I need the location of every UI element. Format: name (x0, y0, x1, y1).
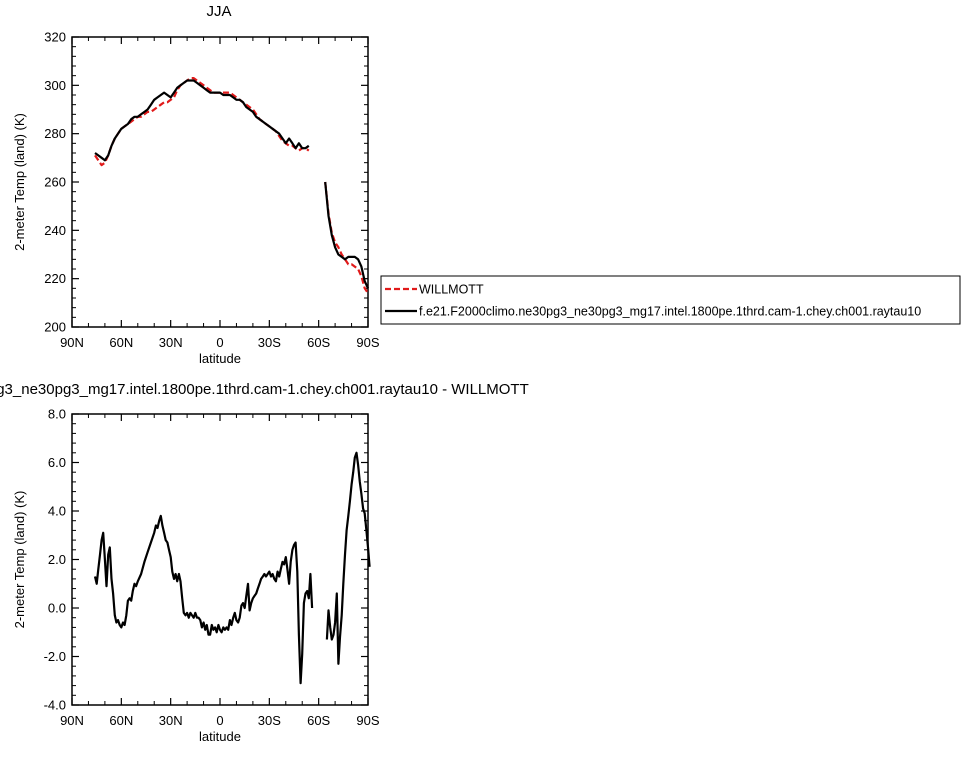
bottom-chart: 90N 60N 30N 0 30S 60S 90S -4.0 -2.0 0.0 2.0 4.0 6.0 8… (12, 407, 380, 745)
legend-label: f.e21.F2000climo.ne30pg3_ne30pg3_mg17.in… (419, 305, 921, 319)
y-tick-label: 220 (44, 271, 66, 286)
bottom-chart-title: f.e21.F2000climo.ne30pg3_ne30pg3_mg17.in… (0, 381, 529, 398)
x-axis-label: latitude (199, 351, 241, 366)
x-tick-label: 30N (159, 335, 183, 350)
x-tick-label: 60N (109, 335, 133, 350)
y-axis-label: 2-meter Temp (land) (K) (12, 113, 27, 251)
legend-box (380, 275, 961, 325)
series-line-1 (94, 79, 310, 162)
legend-label: WILLMOTT (419, 283, 484, 297)
y-axis-label: 2-meter Temp (land) (K) (12, 491, 27, 629)
x-tick-label: 90N (60, 335, 84, 350)
series-line-0 (325, 451, 371, 665)
legend: WILLMOTT f.e21.F2000climo.ne30pg3_ne30pg3… (380, 275, 961, 325)
y-tick-label: -4.0 (44, 698, 66, 713)
y-tick-label: 200 (44, 320, 66, 335)
series-line-0 (93, 514, 314, 685)
x-tick-label: 60N (109, 713, 133, 728)
top-chart-title: JJA (206, 3, 231, 20)
x-axis-label: latitude (199, 729, 241, 744)
plot-frame (71, 413, 369, 706)
plot-frame (71, 36, 369, 328)
y-tick-label: -2.0 (44, 649, 66, 664)
x-tick-label: 30N (159, 713, 183, 728)
y-tick-label: 4.0 (48, 504, 66, 519)
x-tick-label: 30S (258, 335, 281, 350)
y-tick-label: 300 (44, 78, 66, 93)
series-line-0 (94, 77, 310, 167)
y-tick-label: 2.0 (48, 552, 66, 567)
x-tick-label: 90S (356, 713, 379, 728)
x-tick-label: 90N (60, 713, 84, 728)
y-tick-label: 8.0 (48, 407, 66, 422)
x-tick-label: 60S (307, 713, 330, 728)
top-chart: 90N 60N 30N 0 30S 60S 90S 200 220 240 260 280 300 320… (12, 30, 380, 367)
y-tick-label: 6.0 (48, 455, 66, 470)
series-line-1 (324, 181, 369, 289)
x-tick-label: 60S (307, 335, 330, 350)
x-tick-label: 0 (216, 713, 223, 728)
y-tick-label: 280 (44, 126, 66, 141)
x-tick-label: 90S (356, 335, 379, 350)
y-tick-label: 240 (44, 223, 66, 238)
y-tick-label: 260 (44, 175, 66, 190)
y-tick-label: 320 (44, 30, 66, 45)
x-tick-label: 30S (258, 713, 281, 728)
series-line-0 (324, 181, 369, 294)
y-tick-label: 0.0 (48, 601, 66, 616)
x-tick-label: 0 (216, 335, 223, 350)
